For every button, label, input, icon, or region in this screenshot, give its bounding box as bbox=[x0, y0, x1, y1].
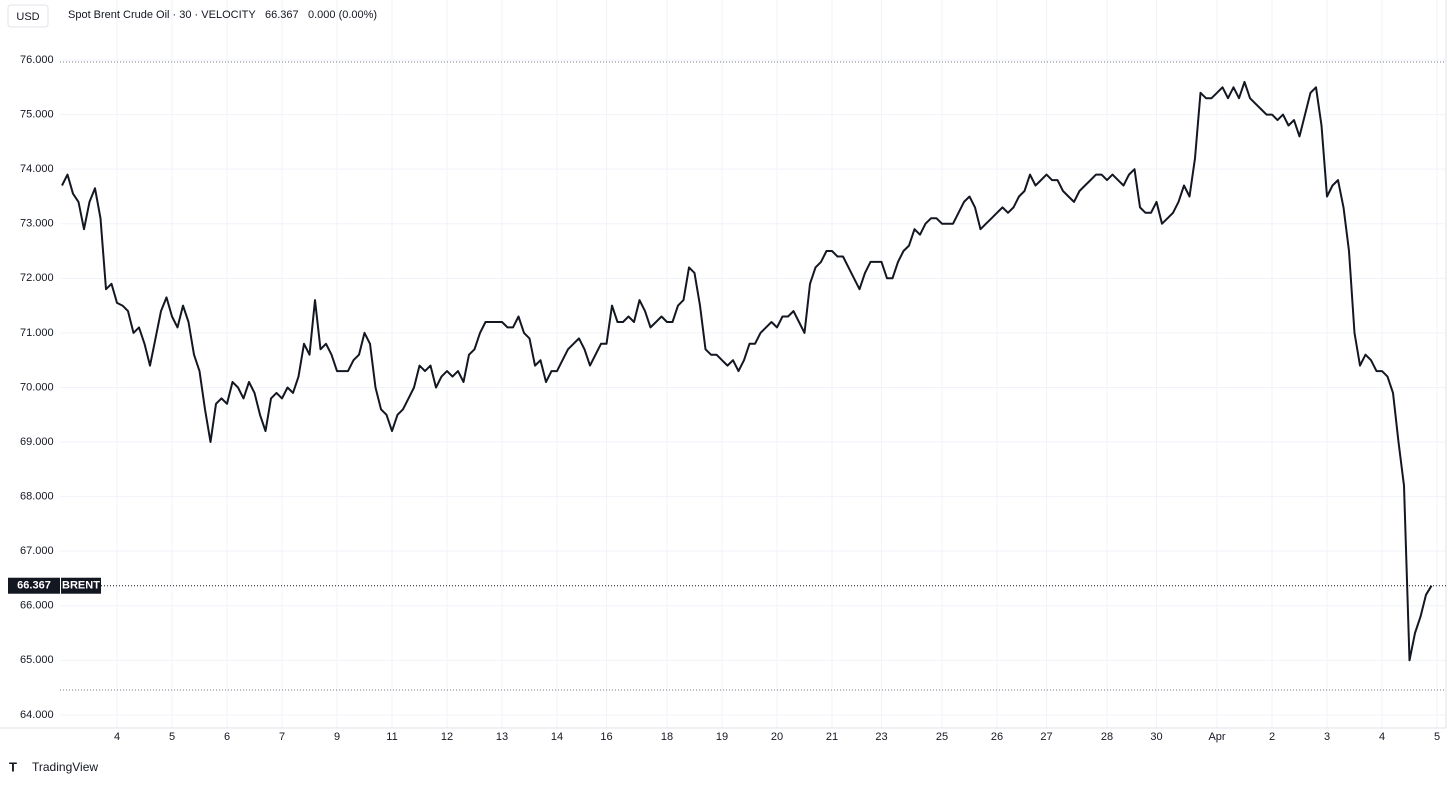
price-line bbox=[61, 80, 1433, 662]
currency[interactable]: USD bbox=[16, 11, 39, 23]
last-price-box bbox=[8, 577, 60, 594]
x-tick-label: 27 bbox=[1040, 731, 1052, 743]
x-tick-label: 13 bbox=[496, 731, 508, 743]
y-tick-label: 74.000 bbox=[20, 163, 54, 175]
x-tick-label: 11 bbox=[386, 731, 397, 743]
y-tick-label: 71.000 bbox=[20, 327, 54, 339]
x-tick-label: 2 bbox=[1269, 731, 1275, 743]
brand-name[interactable]: TradingView bbox=[32, 760, 98, 774]
x-tick-label: 23 bbox=[875, 731, 887, 743]
x-tick-label: Apr bbox=[1208, 731, 1225, 743]
series-tag: BRENT bbox=[62, 580, 100, 592]
x-tick-label: 7 bbox=[279, 731, 285, 743]
currency-button[interactable] bbox=[7, 4, 49, 28]
y-tick-label: 65.000 bbox=[20, 654, 54, 666]
x-tick-label: 14 bbox=[551, 731, 563, 743]
x-tick-label: 30 bbox=[1150, 731, 1162, 743]
brand[interactable]: T TradingView bbox=[9, 759, 98, 774]
x-tick-label: 21 bbox=[826, 731, 838, 743]
x-tick-label: 26 bbox=[991, 731, 1003, 743]
y-tick-label: 76.000 bbox=[20, 54, 54, 66]
x-tick-label: 18 bbox=[661, 731, 673, 743]
x-tick-label: 12 bbox=[441, 731, 453, 743]
y-tick-label: 72.000 bbox=[20, 272, 54, 284]
x-tick-label: 4 bbox=[114, 731, 120, 743]
x-tick-label: 5 bbox=[169, 731, 175, 743]
change: 0.000 (0.00%) bbox=[308, 9, 377, 21]
y-tick-label: 75.000 bbox=[20, 109, 54, 121]
y-tick-label: 67.000 bbox=[20, 545, 54, 557]
y-tick-label: 68.000 bbox=[20, 491, 54, 503]
x-tick-label: 6 bbox=[224, 731, 230, 743]
x-tick-label: 9 bbox=[334, 731, 340, 743]
last-value: 66.367 bbox=[265, 9, 299, 21]
x-tick-label: 5 bbox=[1434, 731, 1440, 743]
x-tick-label: 19 bbox=[716, 731, 728, 743]
y-tick-label: 73.000 bbox=[20, 218, 54, 230]
y-tick-label: 70.000 bbox=[20, 381, 54, 393]
y-tick-label: 66.000 bbox=[20, 600, 54, 612]
chart-title: Spot Brent Crude Oil · 30 · VELOCITY bbox=[68, 9, 256, 21]
series-tag-box bbox=[61, 577, 101, 594]
x-tick-label: 20 bbox=[771, 731, 783, 743]
x-tick-label: 28 bbox=[1101, 731, 1113, 743]
grid bbox=[60, 0, 1446, 728]
x-tick-label: 3 bbox=[1324, 731, 1330, 743]
last-price-label: 66.367 bbox=[17, 580, 51, 592]
y-tick-label: 69.000 bbox=[20, 436, 54, 448]
y-tick-label: 64.000 bbox=[20, 709, 54, 721]
x-tick-label: 25 bbox=[936, 731, 948, 743]
brand-logo[interactable]: T bbox=[9, 759, 17, 774]
x-tick-label: 16 bbox=[600, 731, 612, 743]
x-tick-label: 4 bbox=[1379, 731, 1385, 743]
